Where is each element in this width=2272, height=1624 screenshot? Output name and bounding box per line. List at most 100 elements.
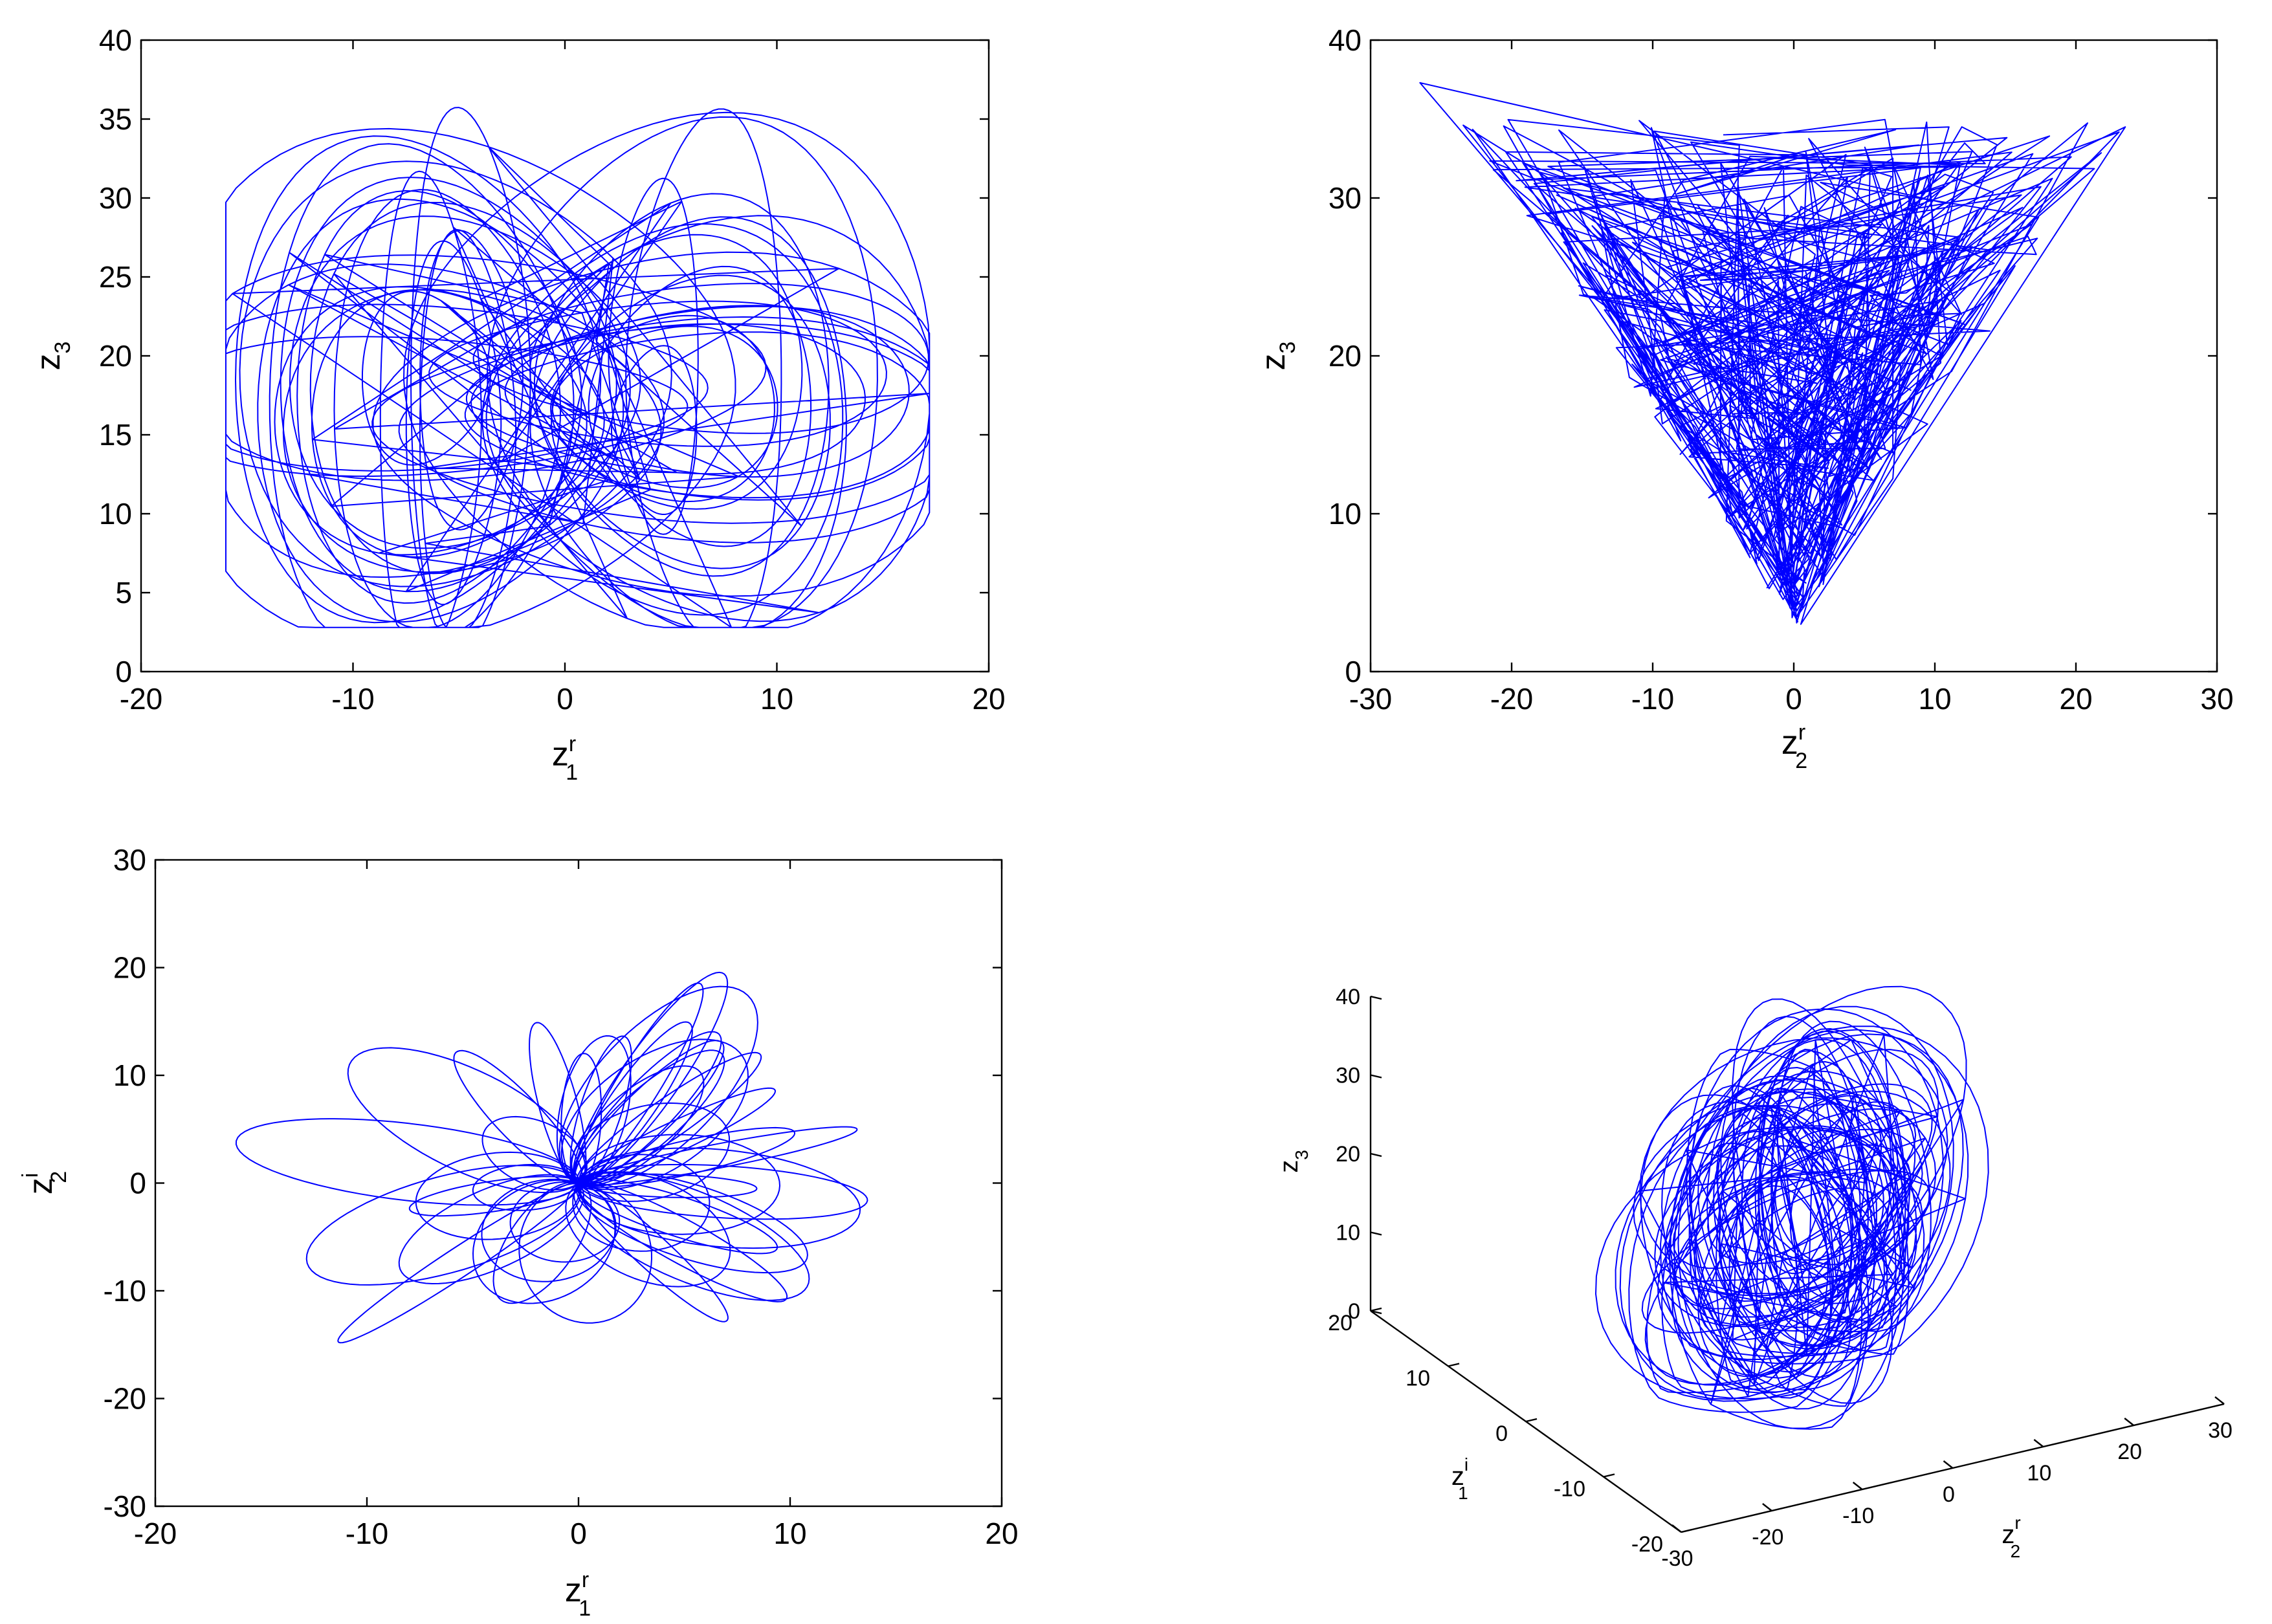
z-tick-label: 10 [1336,1221,1360,1245]
z-tick-label: 30 [1336,1064,1360,1088]
x-tick [1943,1460,1954,1469]
x-tick [2124,1418,2134,1426]
x-tick-label: 20 [2059,682,2092,716]
x-tick-label: -10 [346,1517,388,1550]
x-tick-label: 10 [2027,1461,2051,1486]
x-tick-label: 20 [2117,1440,2142,1464]
x-axis-label-base: z [2002,1520,2014,1549]
x-tick-label: 20 [985,1517,1018,1550]
z-axis-label: z3 [1275,1150,1312,1173]
data-trace [1595,985,1989,1430]
x-tick-label: -20 [120,682,162,716]
z-tick [1370,1310,1382,1315]
x-axis-label-sup: r [1798,720,1805,745]
y-tick-label: 20 [1328,1311,1352,1335]
y-axis-label: zi 1 [1451,1454,1468,1503]
y-tick-label: -10 [1554,1477,1585,1502]
y-axis-label: z3 [30,342,75,371]
y-tick-label: 40 [1329,23,1362,57]
y-tick-label: 0 [115,655,132,688]
x-tick-label: 0 [1785,682,1802,716]
x-axis-label-sub: 2 [1795,749,1807,773]
y-tick-label: -10 [104,1274,146,1308]
x-tick-label: -30 [1349,682,1392,716]
y-axis-label-sub: 3 [1275,342,1300,354]
y-tick-label: 20 [99,339,132,373]
x-tick-label: -20 [1752,1525,1783,1550]
x-axis-label-base: z [1781,724,1798,762]
y-tick-label: 30 [99,181,132,215]
data-trace [1419,82,2126,625]
z-tick-label: 0 [1348,1299,1360,1324]
x-tick-label: 10 [760,682,793,716]
x-tick-label: 0 [557,682,573,716]
y-axis-label-sup: i [18,1173,43,1178]
y-axis-label-base: z [22,1178,60,1194]
y-tick [1681,1528,1693,1533]
x-axis-label: zr 1 [565,1568,591,1621]
z-tick [1370,1074,1382,1079]
x-tick-label: -20 [134,1517,177,1550]
x-tick-label: 10 [1918,682,1951,716]
y-tick-label: 20 [113,951,146,985]
y-axis-label-sub: 1 [1458,1483,1468,1503]
x-tick [1671,1524,1682,1533]
x-axis-label: zr 2 [1781,720,1807,773]
x-axis-label-base: z [552,736,569,773]
z-axis-label-sub: 3 [1292,1150,1312,1160]
x-tick [2214,1396,2225,1405]
x-tick-label: 0 [1943,1482,1955,1507]
y-tick-label: 10 [1329,497,1362,531]
y-axis-label-base: z [30,353,67,370]
z-tick-label: 20 [1336,1142,1360,1167]
x-axis-label-sub: 1 [579,1596,591,1621]
x-tick-label: 30 [2208,1418,2233,1443]
x-axis-label-sup: r [582,1568,589,1592]
x-tick-label: 30 [2200,682,2233,716]
y-tick-label: -30 [104,1489,146,1523]
y-tick-label: 10 [1406,1366,1430,1391]
y-axis-label: z3 [1255,342,1300,371]
y-tick-label: -20 [1631,1532,1663,1557]
y-tick [1603,1473,1615,1478]
z-tick [1370,1152,1382,1158]
x-axis-label-sup: r [2014,1513,2020,1533]
z-axis-label-base: z [1275,1160,1303,1173]
y-tick-label: 35 [99,102,132,136]
y-tick-label: 30 [1329,181,1362,215]
z-tick [1370,1231,1382,1236]
data-trace [235,971,868,1344]
x-tick [2033,1439,2044,1447]
y-axis-label-base: z [1255,353,1292,370]
x-axis-label-sub: 2 [2011,1541,2021,1561]
y-axis-label-sub: 3 [50,342,75,354]
x-axis-label-sup: r [569,732,576,756]
y-tick-label: 20 [1329,339,1362,373]
x-tick [1762,1503,1772,1511]
y-tick-label: 40 [99,23,132,57]
y-tick-label: 0 [1345,655,1362,688]
x-tick-label: -10 [1842,1504,1874,1528]
y-tick-label: 0 [129,1167,146,1200]
x-axis-label: zr 2 [2002,1513,2020,1561]
x-axis-label-base: z [565,1572,582,1609]
y-tick-label: 0 [1495,1421,1508,1446]
y-axis-label: zi 2 [18,1171,71,1194]
x-tick-label: -30 [1661,1546,1693,1571]
y-tick [1370,1307,1382,1312]
z-tick [1370,995,1382,1000]
y-tick-label: 10 [113,1059,146,1092]
x-axis-label-sub: 1 [566,760,578,785]
x-axis-label: zr 1 [552,732,578,785]
x-tick-label: 0 [570,1517,587,1550]
y-tick-label: 5 [115,576,132,609]
y-tick-label: -20 [104,1382,146,1416]
data-trace [225,107,931,628]
y-axis-label-sub: 2 [47,1171,71,1183]
